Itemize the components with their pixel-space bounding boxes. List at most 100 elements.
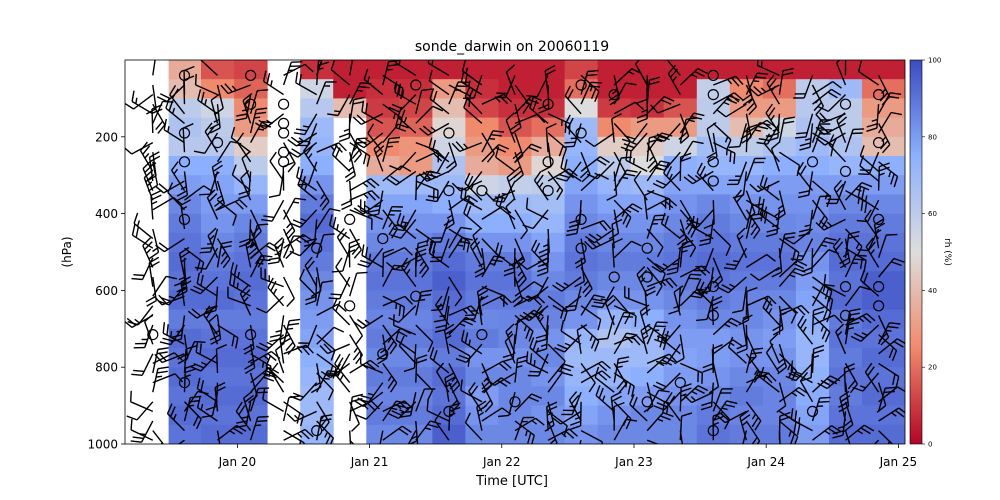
wind-barb (739, 409, 751, 441)
wind-barb (415, 372, 434, 401)
wind-barb (812, 314, 831, 343)
wind-barb (712, 141, 736, 165)
rh-cell (696, 367, 731, 387)
wind-barb (514, 416, 535, 441)
rh-cell (465, 175, 499, 195)
wind-barb (495, 146, 516, 172)
wind-barb (766, 74, 781, 105)
wind-barb (267, 277, 285, 307)
wind-barb (514, 209, 528, 240)
wind-barb (547, 363, 574, 384)
wind-barb (574, 238, 586, 269)
rh-cell (862, 386, 905, 406)
wind-barb (169, 85, 186, 115)
wind-barb (444, 371, 456, 402)
rh-cell (531, 367, 565, 387)
wind-barb (249, 89, 269, 114)
rh-cell (729, 213, 764, 234)
wind-barb (393, 314, 417, 336)
wind-barb (282, 318, 301, 345)
wind-barb (303, 219, 318, 247)
wind-barb (269, 151, 285, 182)
wind-barb (790, 238, 814, 261)
wind-barb (646, 132, 673, 153)
rh-cell (432, 328, 466, 349)
wind-barb (691, 215, 714, 240)
rh-cell (498, 175, 532, 195)
wind-barb (765, 103, 780, 134)
wind-barb (859, 145, 880, 172)
wind-barb (382, 362, 398, 393)
wind-barb (832, 237, 847, 268)
x-axis-label: Time [UTC] (475, 474, 548, 489)
rh-cell (432, 309, 466, 330)
wind-barb (547, 170, 564, 201)
wind-barb (570, 401, 582, 431)
wind-barb (286, 410, 317, 422)
wind-barb (608, 75, 620, 106)
wind-calm-marker (674, 377, 686, 389)
wind-barb (646, 439, 660, 444)
rh-cell (465, 79, 499, 99)
wind-barb (646, 134, 661, 162)
rh-cell (795, 424, 830, 444)
wind-barb (217, 324, 239, 349)
wind-barb (240, 170, 252, 201)
wind-barb (386, 257, 417, 271)
wind-barb (349, 439, 355, 444)
wind-barb (611, 113, 622, 143)
wind-barb (811, 84, 825, 115)
rh-cell (300, 117, 334, 138)
rh-cell (696, 79, 731, 99)
wind-barb (852, 372, 880, 392)
rh-cell (366, 290, 400, 310)
wind-barb (649, 103, 681, 114)
rh-cell (829, 290, 863, 310)
rh-cell (465, 60, 499, 80)
rh-cell (762, 386, 797, 406)
y-tick-label: 200 (95, 130, 118, 144)
wind-barb (586, 161, 615, 180)
rh-cell (168, 424, 202, 444)
y-tick-label: 1000 (87, 438, 118, 452)
wind-barb (742, 314, 753, 345)
wind-barb (877, 322, 901, 345)
rh-cell (564, 175, 599, 195)
rh-cell (498, 348, 532, 368)
wind-barb (265, 355, 285, 384)
wind-barb (415, 289, 433, 316)
wind-barb (877, 233, 898, 259)
wind-barb (289, 209, 318, 228)
wind-barb (358, 382, 384, 403)
wind-barb (576, 323, 588, 354)
wind-barb (663, 162, 681, 192)
wind-barb (634, 60, 648, 86)
wind-barb (152, 373, 184, 384)
rh-cell (564, 213, 599, 234)
wind-calm-marker (278, 146, 290, 158)
wind-barb (674, 334, 685, 365)
rh-cell (696, 328, 731, 349)
rh-cell (465, 271, 499, 291)
wind-barb (844, 430, 851, 444)
wind-calm-marker (641, 242, 653, 254)
wind-barb (878, 161, 899, 188)
wind-barb (771, 248, 783, 278)
wind-calm-marker (245, 69, 257, 82)
wind-barb (646, 389, 670, 412)
wind-barb (474, 248, 486, 278)
wind-barb (382, 295, 414, 307)
wind-calm-marker (806, 156, 819, 168)
wind-barb (514, 95, 542, 115)
wind-barb (125, 94, 154, 110)
wind-calm-marker (278, 127, 290, 139)
wind-barb (843, 363, 855, 393)
wind-barb (495, 193, 516, 220)
rh-cell (498, 213, 532, 234)
wind-barb (463, 202, 483, 230)
rh-cell (531, 328, 565, 349)
wind-calm-marker (872, 300, 885, 312)
colorbar-tick-label: 80 (928, 133, 937, 141)
wind-barb (817, 372, 846, 390)
rh-cell (300, 348, 334, 368)
